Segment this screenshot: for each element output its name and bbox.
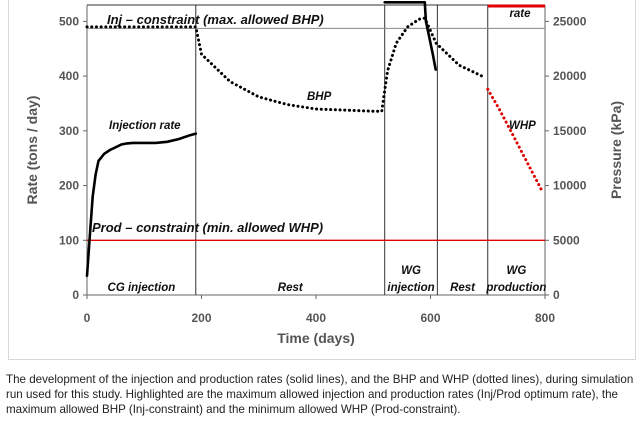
y2-tick-label: 20000 [553, 69, 587, 83]
bhp-label: BHP [307, 91, 332, 103]
y2-axis-title: Pressure (kPa) [608, 101, 624, 199]
x-tick-label: 800 [535, 311, 555, 325]
y2-tick-label: 25000 [553, 14, 587, 28]
series-line-production-rate [383, 0, 437, 71]
y2-tick-label: 0 [553, 288, 560, 302]
inj-constraint-label: Inj – constraint (max. allowed BHP) [107, 12, 324, 27]
y-tick-label: 200 [59, 179, 79, 193]
series-line-whp [486, 87, 544, 193]
series-line-injection-rate [85, 132, 198, 278]
x-tick-label: 600 [420, 311, 440, 325]
y-axis-title: Rate (tons / day) [24, 96, 40, 205]
y-tick-label: 400 [59, 69, 79, 83]
y2-tick-label: 10000 [553, 179, 587, 193]
injection-rate-label: Injection rate [109, 120, 181, 132]
figure-caption: The development of the injection and pro… [6, 373, 634, 416]
series-line-bhp [85, 16, 484, 113]
phase-label-rest-2: Rest [450, 282, 476, 294]
phase-label-cg-injection: CG injection [108, 282, 176, 294]
x-tick-label: 0 [84, 311, 91, 325]
x-axis-title: Time (days) [277, 330, 355, 346]
y-tick-label: 100 [59, 233, 79, 247]
phase-label-wg-production-line2: production [485, 282, 546, 294]
y-tick-label: 0 [72, 288, 79, 302]
phase-label-wg-production-line1: WG [506, 265, 526, 277]
phase-label-rest-1: Rest [278, 282, 304, 294]
whp-label: WHP [509, 120, 536, 132]
y2-tick-label: 5000 [553, 233, 580, 247]
production-rate-top-label: rate [509, 8, 531, 20]
phase-label-wg-injection-line1: WG [401, 265, 421, 277]
y-tick-label: 300 [59, 124, 79, 138]
chart-figure: 0 200 400 600 800 0 100 200 300 400 500 0 5000 10000 1… [8, 0, 636, 360]
phase-label-wg-injection-line2: injection [387, 282, 434, 294]
chart-svg: 0 200 400 600 800010020030040050005000100001… [24, 0, 624, 346]
prod-constraint-label: Prod – constraint (min. allowed WHP) [92, 220, 323, 235]
y-tick-label: 500 [59, 14, 79, 28]
x-tick-label: 200 [191, 311, 211, 325]
x-tick-label: 400 [306, 311, 326, 325]
y2-tick-label: 15000 [553, 124, 587, 138]
